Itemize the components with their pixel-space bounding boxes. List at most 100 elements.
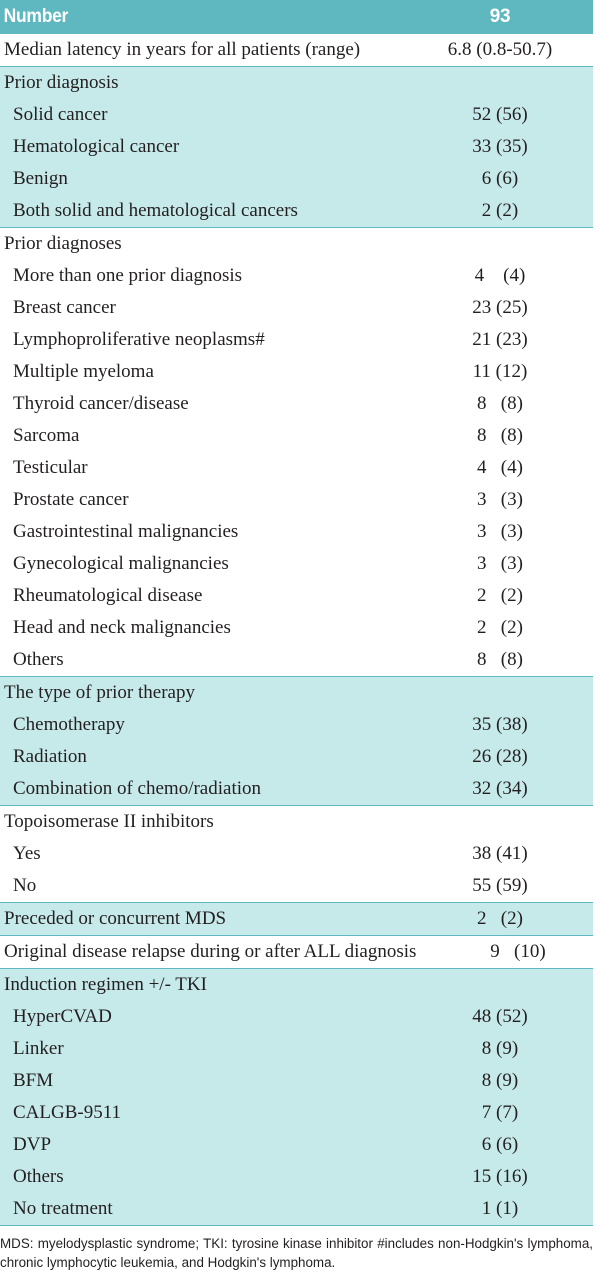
row-label: No	[13, 875, 37, 896]
row-label: Both solid and hematological cancers	[13, 200, 298, 221]
group-title: Induction regimen +/- TKI	[4, 974, 207, 995]
table-row: Sarcoma 8 (8)	[0, 420, 593, 452]
group-title: The type of prior therapy	[4, 682, 195, 703]
row-value: 35 (38)	[472, 714, 528, 735]
row-value: 2 (2)	[477, 585, 523, 606]
table-row: Gynecological malignancies 3 (3)	[0, 548, 593, 580]
row-value: 2 (2)	[477, 617, 523, 638]
group-title-row: Prior diagnosis	[0, 67, 593, 99]
row-label: Median latency in years for all patients…	[4, 39, 361, 60]
row-label: Linker	[13, 1038, 64, 1059]
mds-group: Preceded or concurrent MDS 2 (2)	[0, 902, 593, 935]
row-label: Gastrointestinal malignancies	[13, 521, 239, 542]
row-value: 1 (1)	[481, 1198, 519, 1219]
row-value: 21 (23)	[472, 329, 528, 350]
relapse-row: Original disease relapse during or after…	[0, 936, 593, 968]
row-label: Solid cancer	[13, 104, 108, 125]
row-value: 32 (34)	[472, 778, 528, 799]
group-title-row: Topoisomerase II inhibitors	[0, 806, 593, 838]
table-row: Benign 6 (6)	[0, 163, 593, 195]
prior-therapy-group: The type of prior therapy Chemotherapy 35…	[0, 676, 593, 805]
row-value: 3 (3)	[477, 553, 523, 574]
row-label: Sarcoma	[13, 425, 80, 446]
table-row: No 55 (59)	[0, 870, 593, 902]
row-label: Multiple myeloma	[13, 361, 154, 382]
row-value: 4 (4)	[474, 265, 526, 286]
relapse-group: Original disease relapse during or after…	[0, 935, 593, 968]
row-value: 9 (10)	[490, 941, 546, 962]
row-label: Prostate cancer	[13, 489, 129, 510]
table-row: Chemotherapy 35 (38)	[0, 709, 593, 741]
row-value: 8 (9)	[481, 1070, 519, 1091]
row-value: 15 (16)	[472, 1166, 528, 1187]
row-value: 2 (2)	[481, 200, 519, 221]
row-label: Thyroid cancer/disease	[13, 393, 189, 414]
row-value: 2 (2)	[477, 908, 523, 929]
row-label: More than one prior diagnosis	[13, 265, 243, 286]
row-label: Lymphoproliferative neoplasms#	[13, 329, 265, 350]
row-label: Testicular	[13, 457, 88, 478]
table-row: HyperCVAD 48 (52)	[0, 1001, 593, 1033]
table-row: Others 15 (16)	[0, 1161, 593, 1193]
group-title: Prior diagnosis	[4, 72, 119, 93]
table-row: Breast cancer 23 (25)	[0, 292, 593, 324]
row-label: Gynecological malignancies	[13, 553, 229, 574]
row-value: 55 (59)	[472, 875, 528, 896]
row-label: Yes	[13, 843, 41, 864]
table-row: Thyroid cancer/disease 8 (8)	[0, 388, 593, 420]
row-value: 6 (6)	[481, 1134, 519, 1155]
topoisomerase-group: Topoisomerase II inhibitors Yes 38 (41) N…	[0, 805, 593, 902]
row-label: Others	[13, 1166, 64, 1187]
median-latency-row: Median latency in years for all patients…	[0, 34, 593, 66]
group-title: Prior diagnoses	[4, 233, 122, 254]
row-label: Original disease relapse during or after…	[4, 941, 417, 962]
table-row: More than one prior diagnosis 4 (4)	[0, 260, 593, 292]
row-label: BFM	[13, 1070, 54, 1091]
row-label: Chemotherapy	[13, 714, 125, 735]
row-label: Combination of chemo/radiation	[13, 778, 262, 799]
table-row: No treatment 1 (1)	[0, 1193, 593, 1225]
row-value: 38 (41)	[472, 843, 528, 864]
row-label: No treatment	[13, 1198, 113, 1219]
row-label: Rheumatological disease	[13, 585, 203, 606]
row-label: Others	[13, 649, 64, 670]
row-label: HyperCVAD	[13, 1006, 112, 1027]
table-row: Testicular 4 (4)	[0, 452, 593, 484]
table-row: Lymphoproliferative neoplasms# 21 (23)	[0, 324, 593, 356]
prior-diagnoses-group: Prior diagnoses More than one prior diag…	[0, 227, 593, 676]
table-row: DVP 6 (6)	[0, 1129, 593, 1161]
row-label: Head and neck malignancies	[13, 617, 231, 638]
table-row: Linker 8 (9)	[0, 1033, 593, 1065]
row-label: Hematological cancer	[13, 136, 180, 157]
row-value: 8 (9)	[481, 1038, 519, 1059]
header-label: Number	[3, 6, 69, 27]
row-value: 48 (52)	[472, 1006, 528, 1027]
group-title-row: The type of prior therapy	[0, 677, 593, 709]
table-row: Radiation 26 (28)	[0, 741, 593, 773]
group-title-row: Prior diagnoses	[0, 228, 593, 260]
table-header: Number 93	[0, 0, 593, 34]
row-value: 3 (3)	[477, 489, 523, 510]
header-value: 93	[489, 6, 511, 27]
row-value: 26 (28)	[472, 746, 528, 767]
row-value: 8 (8)	[477, 649, 523, 670]
table-row: Head and neck malignancies 2 (2)	[0, 612, 593, 644]
table-row: Combination of chemo/radiation 32 (34)	[0, 773, 593, 805]
row-value: 4 (4)	[477, 457, 523, 478]
row-value: 6 (6)	[481, 168, 519, 189]
table-row: Multiple myeloma 11 (12)	[0, 356, 593, 388]
table-footnote: MDS: myelodysplastic syndrome; TKI: tyro…	[0, 1236, 593, 1270]
mds-row: Preceded or concurrent MDS 2 (2)	[0, 903, 593, 935]
row-value: 23 (25)	[472, 297, 528, 318]
row-value: 33 (35)	[472, 136, 528, 157]
row-value: 6.8 (0.8-50.7)	[447, 39, 553, 60]
row-value: 52 (56)	[472, 104, 528, 125]
table-row: Others 8 (8)	[0, 644, 593, 676]
row-value: 7 (7)	[481, 1102, 519, 1123]
table-row: Yes 38 (41)	[0, 838, 593, 870]
row-label: Breast cancer	[13, 297, 116, 318]
row-label: DVP	[13, 1134, 52, 1155]
induction-group: Induction regimen +/- TKI HyperCVAD 48 (5…	[0, 968, 593, 1226]
table-row: Rheumatological disease 2 (2)	[0, 580, 593, 612]
row-label: CALGB-9511	[13, 1102, 122, 1123]
